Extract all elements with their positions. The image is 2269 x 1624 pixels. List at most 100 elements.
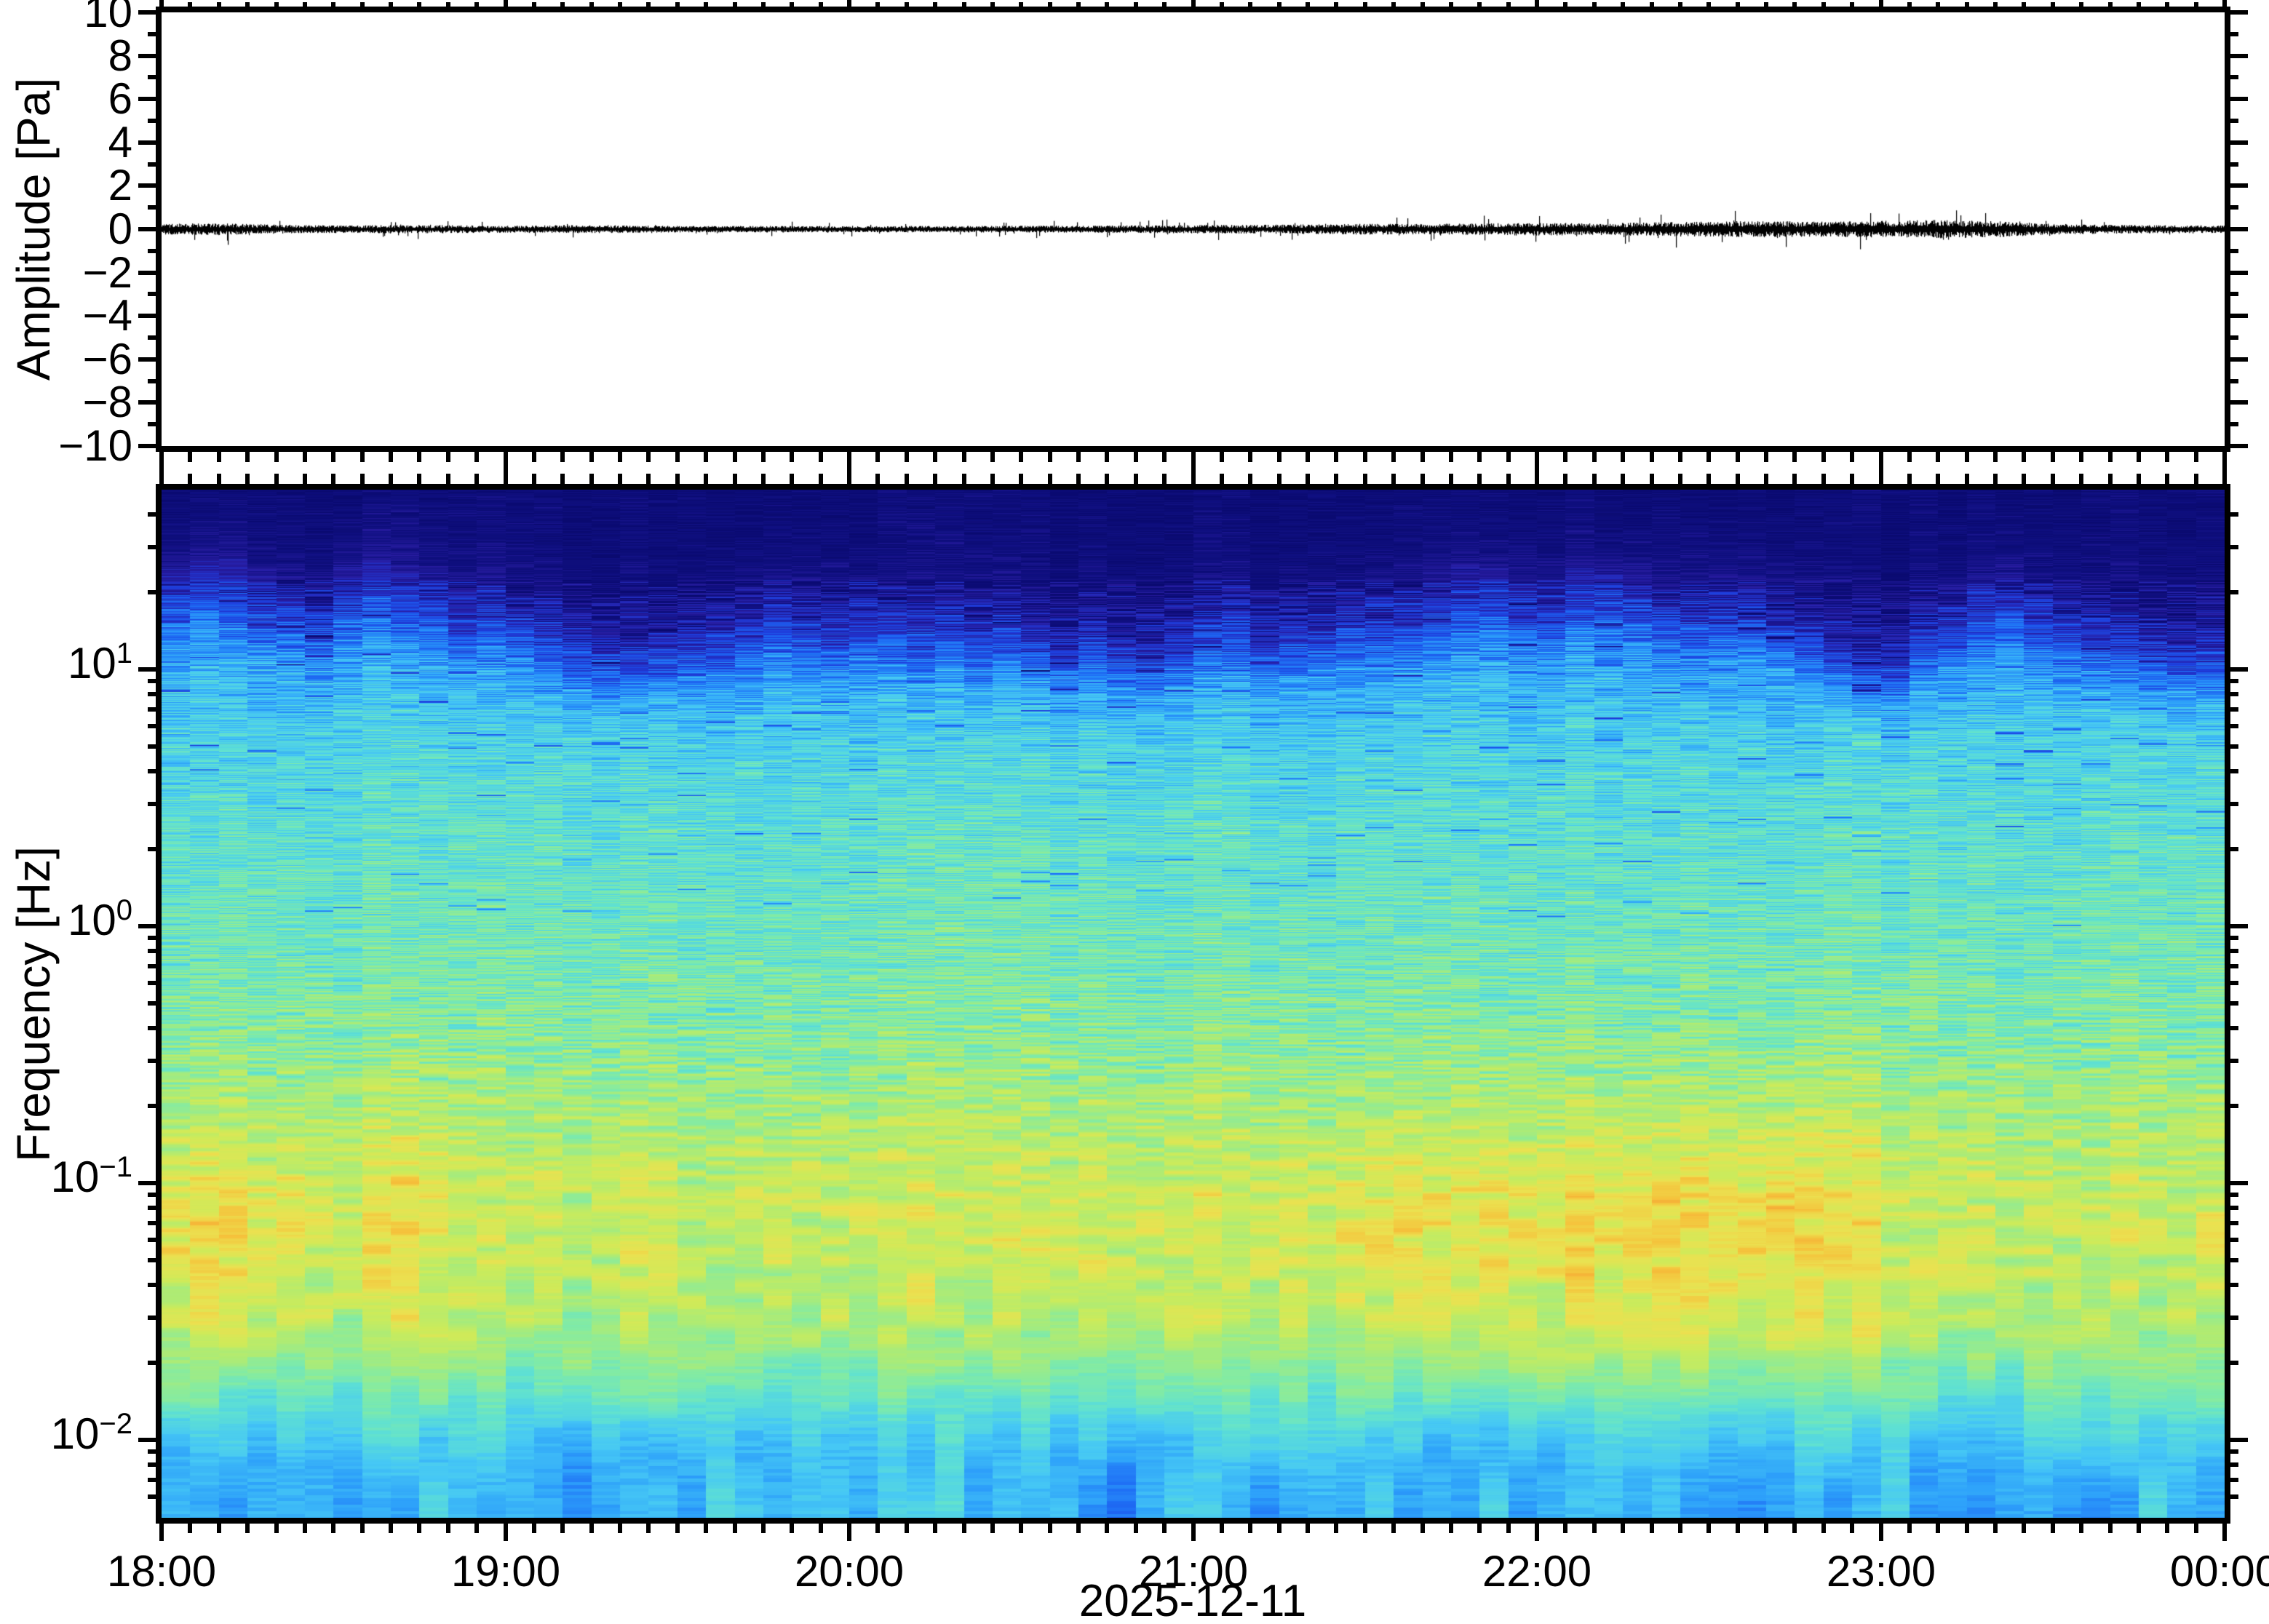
tick-mark (1879, 449, 1883, 469)
tick-mark (1420, 1521, 1425, 1533)
tick-mark (1334, 474, 1338, 487)
tick-mark (138, 357, 159, 362)
tick-mark (589, 449, 594, 462)
tick-mark (389, 474, 393, 487)
tick-mark (933, 1521, 937, 1533)
tick-mark (819, 2, 823, 9)
tick-mark (1162, 449, 1167, 462)
tick-mark (148, 1478, 159, 1482)
tick-mark (1879, 466, 1883, 487)
tick-mark (933, 474, 937, 487)
tick-mark (2228, 1206, 2238, 1210)
tick-mark (1134, 449, 1138, 462)
tick-mark (148, 292, 159, 296)
tick-mark (148, 1283, 159, 1287)
tick-mark (761, 1521, 766, 1533)
tick-mark (933, 2, 937, 9)
tick-mark (148, 1026, 159, 1030)
tick-mark (274, 449, 279, 462)
tick-mark (1048, 449, 1052, 462)
tick-mark (2165, 449, 2169, 462)
tick-mark (159, 449, 164, 469)
tick-mark (1334, 2, 1338, 9)
tick-mark (790, 2, 794, 9)
tick-mark (1907, 2, 1912, 9)
tick-mark (138, 227, 159, 231)
tick-mark (1993, 1521, 1998, 1533)
tick-mark (1879, 0, 1883, 9)
tick-mark (1391, 1521, 1396, 1533)
tick-mark (2228, 1283, 2238, 1287)
spectrogram-canvas (162, 490, 2225, 1518)
tick-mark (1277, 449, 1281, 462)
tick-mark (646, 1521, 651, 1533)
tick-mark (790, 449, 794, 462)
tick-mark (148, 769, 159, 773)
tick-mark (905, 2, 909, 9)
tick-mark (1678, 449, 1682, 462)
tick-mark (2228, 667, 2248, 672)
tick-mark (704, 474, 708, 487)
tick-mark (1334, 449, 1338, 462)
tick-mark (1363, 449, 1367, 462)
tick-mark (2228, 1026, 2238, 1030)
frequency-tick-label: 101 (68, 637, 132, 688)
tick-mark (148, 545, 159, 549)
tick-mark (1764, 449, 1768, 462)
tick-mark (2228, 707, 2238, 712)
tick-mark (1621, 2, 1625, 9)
tick-mark (1391, 449, 1396, 462)
tick-mark (274, 1521, 279, 1533)
tick-mark (1706, 2, 1711, 9)
tick-mark (2228, 936, 2238, 940)
tick-mark (1907, 449, 1912, 462)
tick-mark (1105, 474, 1109, 487)
tick-mark (138, 10, 159, 15)
tick-mark (2228, 1462, 2238, 1467)
tick-mark (2228, 590, 2238, 594)
tick-mark (1134, 2, 1138, 9)
date-label: 2025-12-11 (1078, 1576, 1307, 1624)
tick-mark (1965, 449, 1969, 462)
tick-mark (962, 1521, 966, 1533)
tick-mark (217, 449, 221, 462)
tick-mark (148, 1315, 159, 1320)
tick-mark (1936, 2, 1940, 9)
tick-mark (1678, 2, 1682, 9)
tick-mark (446, 1521, 450, 1533)
tick-mark (1650, 474, 1654, 487)
tick-mark (148, 981, 159, 985)
tick-mark (159, 466, 164, 487)
tick-mark (138, 140, 159, 145)
tick-mark (217, 2, 221, 9)
tick-mark (2222, 466, 2227, 487)
tick-mark (733, 449, 737, 462)
tick-mark (2228, 1449, 2238, 1454)
tick-mark (1391, 474, 1396, 487)
tick-mark (1191, 449, 1196, 469)
tick-mark (1821, 449, 1826, 462)
tick-mark (1048, 2, 1052, 9)
tick-mark (1650, 1521, 1654, 1533)
tick-mark (1019, 2, 1023, 9)
amplitude-tick-label: 10 (84, 0, 132, 36)
tick-mark (990, 474, 995, 487)
tick-mark (148, 1104, 159, 1108)
tick-mark (704, 1521, 708, 1533)
tick-mark (1019, 449, 1023, 462)
tick-mark (2228, 271, 2248, 275)
tick-mark (1965, 1521, 1969, 1533)
tick-mark (1965, 2, 1969, 9)
tick-mark (819, 449, 823, 462)
amplitude-tick-label: −6 (82, 335, 132, 383)
tick-mark (1449, 1521, 1453, 1533)
tick-mark (2194, 449, 2198, 462)
tick-mark (2228, 1315, 2238, 1320)
tick-mark (148, 590, 159, 594)
tick-mark (148, 679, 159, 683)
tick-mark (1879, 1521, 1883, 1541)
tick-mark (148, 1193, 159, 1197)
tick-mark (618, 2, 622, 9)
tick-mark (1477, 1521, 1482, 1533)
tick-mark (1965, 474, 1969, 487)
